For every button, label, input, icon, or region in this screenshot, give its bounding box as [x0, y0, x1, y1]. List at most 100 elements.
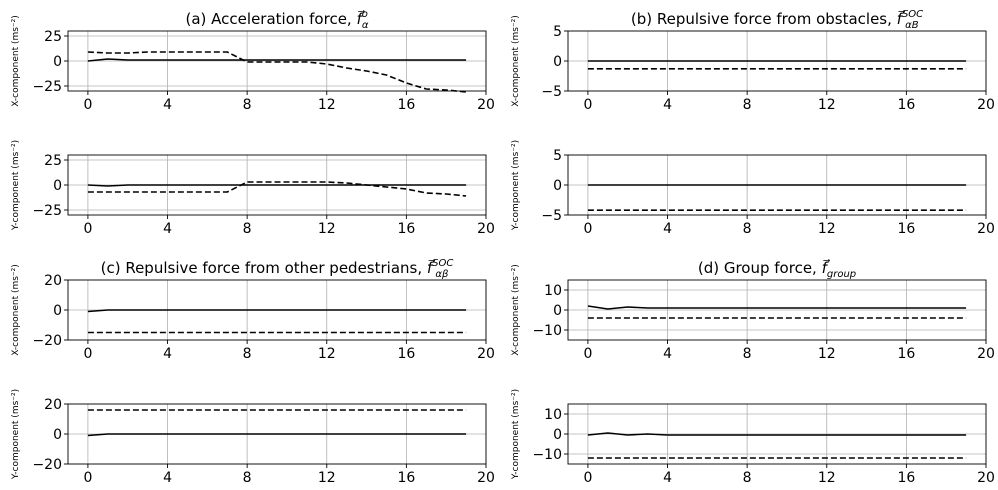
y-axis-label: X-component (ms⁻²) — [11, 264, 21, 356]
x-tick-label: 8 — [243, 221, 252, 237]
y-axis-label: X-component (ms⁻²) — [511, 15, 521, 107]
y-tick-label: −5 — [541, 84, 562, 100]
title-symbol: f⃗ — [822, 258, 831, 277]
y-tick-label: −5 — [541, 208, 562, 224]
x-tick-label: 16 — [397, 470, 415, 486]
solid-series-line — [87, 58, 467, 62]
x-tick-label: 0 — [583, 346, 592, 362]
y-tick-label: 5 — [553, 148, 562, 164]
y-tick-label: 0 — [553, 54, 562, 70]
y-tick-label: 0 — [553, 303, 562, 319]
x-tick-label: 12 — [318, 97, 336, 113]
x-tick-label: 16 — [897, 346, 915, 362]
panel-title: (c) Repulsive force from other pedestria… — [101, 258, 454, 280]
y-tick-label: 0 — [53, 427, 62, 443]
y-tick-label: −10 — [532, 447, 562, 463]
x-tick-label: 4 — [163, 97, 172, 113]
y-tick-label: 10 — [544, 407, 562, 423]
x-tick-label: 0 — [583, 470, 592, 486]
x-tick-label: 12 — [818, 346, 836, 362]
subplot-c-x: 0 4 8 12 16 20 20 0 −20 X-component (ms⁻²) (c) Rep… — [11, 258, 495, 362]
title-symbol: f⃗ — [356, 9, 365, 28]
title-superscript: o — [362, 9, 368, 20]
title-superscript: SOC — [902, 9, 923, 20]
subplot-d-x: 0 4 8 12 16 20 10 0 −10 X-component (ms⁻²) (d) Gro… — [511, 258, 995, 362]
x-tick-label: 8 — [243, 470, 252, 486]
x-tick-label: 8 — [743, 97, 752, 113]
panel-title: (b) Repulsive force from obstacles, f⃗SO… — [631, 9, 923, 31]
x-tick-label: 8 — [243, 346, 252, 362]
x-tick-label: 4 — [163, 470, 172, 486]
subplot-b-y: 0 4 8 12 16 20 5 0 −5 Y-component (ms⁻²) — [511, 140, 995, 237]
y-tick-label: 0 — [53, 178, 62, 194]
x-tick-label: 8 — [243, 97, 252, 113]
title-subscript: group — [827, 269, 856, 280]
x-tick-label: 12 — [318, 470, 336, 486]
y-tick-label: 25 — [44, 153, 62, 169]
x-tick-label: 0 — [583, 221, 592, 237]
solid-series-line — [87, 433, 467, 437]
subplot-d-y: 0 4 8 12 16 20 10 0 −10 Y-component (ms⁻²) — [511, 389, 995, 486]
panel-title: (d) Group force, f⃗group — [698, 258, 856, 280]
solid-series-line — [87, 309, 467, 313]
y-tick-label: 0 — [553, 427, 562, 443]
title-symbol: f⃗ — [897, 9, 906, 28]
subplot-c-y: 0 4 8 12 16 20 20 0 −20 Y-component (ms⁻²) — [11, 389, 495, 486]
title-superscript: SOC — [432, 258, 453, 269]
x-tick-label: 12 — [818, 221, 836, 237]
y-tick-label: 0 — [53, 54, 62, 70]
y-tick-label: −20 — [32, 333, 62, 349]
x-tick-label: 20 — [977, 97, 995, 113]
x-tick-label: 8 — [743, 470, 752, 486]
x-tick-label: 20 — [477, 97, 495, 113]
panel-title: (a) Acceleration force, f⃗o α — [186, 9, 369, 31]
x-tick-label: 16 — [897, 470, 915, 486]
solid-series-line — [87, 184, 467, 187]
x-tick-label: 20 — [977, 470, 995, 486]
x-tick-label: 20 — [477, 221, 495, 237]
x-tick-label: 4 — [663, 346, 672, 362]
x-tick-label: 20 — [977, 221, 995, 237]
x-tick-label: 12 — [318, 346, 336, 362]
x-tick-label: 4 — [663, 470, 672, 486]
y-tick-label: 5 — [553, 24, 562, 40]
y-axis-label: X-component (ms⁻²) — [511, 264, 521, 356]
x-tick-label: 20 — [977, 346, 995, 362]
x-tick-label: 12 — [818, 470, 836, 486]
x-tick-label: 0 — [583, 97, 592, 113]
x-tick-label: 0 — [83, 470, 92, 486]
title-prefix: (d) Group force, — [698, 259, 822, 277]
y-tick-label: 20 — [44, 397, 62, 413]
subplot-a-y: 0 4 8 12 16 20 25 0 −25 Y-component (ms⁻²) — [11, 140, 495, 237]
x-tick-label: 12 — [818, 97, 836, 113]
title-symbol: f⃗ — [427, 258, 436, 277]
x-tick-label: 16 — [897, 221, 915, 237]
title-subscript: αB — [905, 20, 919, 31]
x-tick-label: 8 — [743, 221, 752, 237]
x-tick-label: 4 — [663, 97, 672, 113]
x-tick-label: 16 — [397, 221, 415, 237]
title-subscript: α — [362, 20, 369, 31]
x-tick-label: 4 — [163, 221, 172, 237]
title-prefix: (b) Repulsive force from obstacles, — [631, 10, 897, 28]
y-axis-label: X-component (ms⁻²) — [11, 15, 21, 107]
y-tick-label: 0 — [553, 178, 562, 194]
x-tick-label: 16 — [397, 97, 415, 113]
title-prefix: (c) Repulsive force from other pedestria… — [101, 259, 427, 277]
y-tick-label: 20 — [44, 273, 62, 289]
x-tick-label: 0 — [83, 221, 92, 237]
x-tick-label: 0 — [83, 346, 92, 362]
x-tick-label: 12 — [318, 221, 336, 237]
y-tick-label: −25 — [32, 203, 62, 219]
x-tick-label: 20 — [477, 346, 495, 362]
x-tick-label: 16 — [397, 346, 415, 362]
y-tick-label: 0 — [53, 303, 62, 319]
y-tick-label: 10 — [544, 283, 562, 299]
y-tick-label: −10 — [532, 323, 562, 339]
y-tick-label: 25 — [44, 29, 62, 45]
solid-series-line — [587, 305, 967, 310]
x-tick-label: 4 — [163, 346, 172, 362]
title-subscript: αβ — [435, 269, 449, 280]
x-tick-label: 16 — [897, 97, 915, 113]
